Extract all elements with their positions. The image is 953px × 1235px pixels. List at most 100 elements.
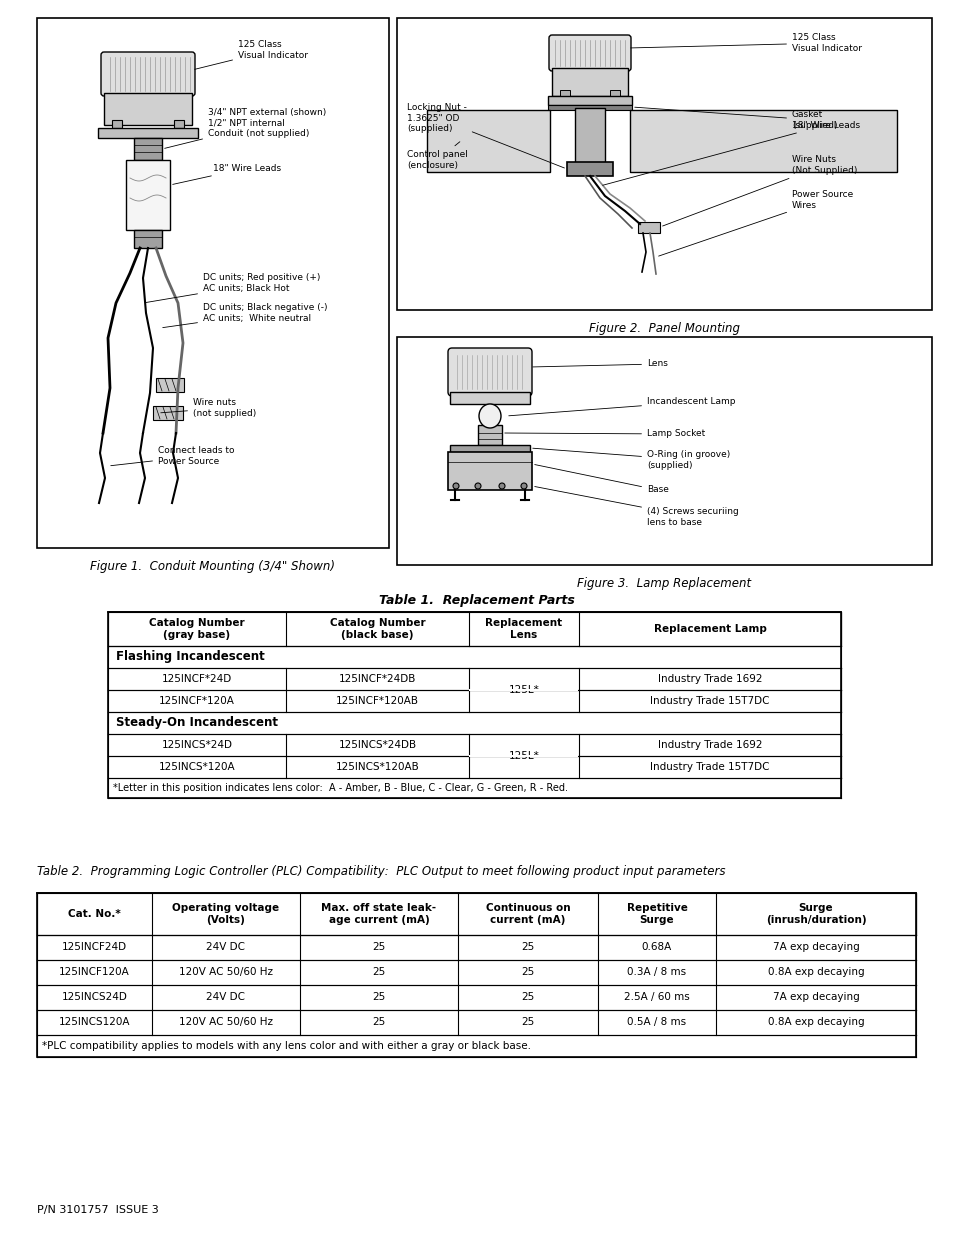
Bar bbox=[396, 19, 931, 310]
Ellipse shape bbox=[478, 404, 500, 429]
Bar bbox=[108, 613, 841, 798]
Bar bbox=[98, 128, 198, 138]
Bar bbox=[37, 893, 915, 935]
Ellipse shape bbox=[520, 483, 526, 489]
Bar bbox=[448, 452, 532, 490]
Text: 24V DC: 24V DC bbox=[206, 993, 245, 1003]
Bar bbox=[547, 105, 631, 110]
Text: 120V AC 50/60 Hz: 120V AC 50/60 Hz bbox=[179, 1018, 273, 1028]
Text: 7A exp decaying: 7A exp decaying bbox=[772, 942, 859, 952]
Bar bbox=[559, 90, 569, 98]
Bar bbox=[552, 68, 627, 96]
Text: Max. off state leak-
age current (mA): Max. off state leak- age current (mA) bbox=[321, 903, 436, 925]
FancyBboxPatch shape bbox=[448, 348, 532, 396]
Text: 125 Class
Visual Indicator: 125 Class Visual Indicator bbox=[194, 41, 308, 69]
Text: Surge
(inrush/duration): Surge (inrush/duration) bbox=[765, 903, 865, 925]
Text: Cat. No.*: Cat. No.* bbox=[68, 909, 121, 919]
Text: 25: 25 bbox=[372, 942, 385, 952]
Bar bbox=[575, 107, 604, 174]
Text: 125L*: 125L* bbox=[508, 685, 538, 695]
Text: Figure 2.  Panel Mounting: Figure 2. Panel Mounting bbox=[588, 322, 740, 335]
Text: 125INCF*24D: 125INCF*24D bbox=[162, 674, 232, 684]
Text: Lamp Socket: Lamp Socket bbox=[504, 430, 704, 438]
Text: Industry Trade 1692: Industry Trade 1692 bbox=[657, 740, 761, 750]
Text: 25: 25 bbox=[372, 1018, 385, 1028]
Text: 18" Wire Leads: 18" Wire Leads bbox=[602, 121, 860, 185]
Text: Flashing Incandescent: Flashing Incandescent bbox=[116, 651, 265, 663]
FancyBboxPatch shape bbox=[101, 52, 194, 96]
Text: Wire nuts
(not supplied): Wire nuts (not supplied) bbox=[161, 399, 256, 417]
Text: Industry Trade 1692: Industry Trade 1692 bbox=[657, 674, 761, 684]
Text: Base: Base bbox=[535, 464, 668, 494]
Text: 125INCS120A: 125INCS120A bbox=[59, 1018, 131, 1028]
Text: 18" Wire Leads: 18" Wire Leads bbox=[172, 163, 281, 184]
Text: Lens: Lens bbox=[532, 359, 667, 368]
Text: (4) Screws securiing
lens to base: (4) Screws securiing lens to base bbox=[535, 487, 738, 526]
FancyBboxPatch shape bbox=[548, 35, 630, 70]
Text: Incandescent Lamp: Incandescent Lamp bbox=[508, 398, 735, 416]
Text: 24V DC: 24V DC bbox=[206, 942, 245, 952]
Bar bbox=[396, 337, 931, 564]
Bar bbox=[450, 445, 530, 452]
Text: 0.3A / 8 ms: 0.3A / 8 ms bbox=[627, 967, 686, 977]
Bar bbox=[108, 613, 841, 646]
Bar bbox=[469, 689, 578, 692]
Text: Catalog Number
(black base): Catalog Number (black base) bbox=[330, 619, 425, 640]
Text: 0.68A: 0.68A bbox=[641, 942, 672, 952]
Text: Connect leads to
Power Source: Connect leads to Power Source bbox=[111, 446, 234, 466]
Bar bbox=[126, 161, 170, 230]
Bar bbox=[173, 120, 184, 128]
Bar bbox=[547, 96, 631, 105]
Text: Table 2.  Programming Logic Controller (PLC) Compatibility:  PLC Output to meet : Table 2. Programming Logic Controller (P… bbox=[37, 864, 724, 878]
Text: 125INCS*120A: 125INCS*120A bbox=[158, 762, 235, 772]
Text: Continuous on
current (mA): Continuous on current (mA) bbox=[485, 903, 570, 925]
Ellipse shape bbox=[475, 483, 480, 489]
Text: Steady-On Incandescent: Steady-On Incandescent bbox=[116, 716, 277, 730]
Text: 125INCF120A: 125INCF120A bbox=[59, 967, 130, 977]
Ellipse shape bbox=[498, 483, 504, 489]
Text: Gasket
(supplied): Gasket (supplied) bbox=[634, 107, 837, 130]
Text: 125INCF*120A: 125INCF*120A bbox=[159, 697, 234, 706]
Bar bbox=[112, 120, 122, 128]
Text: Catalog Number
(gray base): Catalog Number (gray base) bbox=[149, 619, 245, 640]
Text: 120V AC 50/60 Hz: 120V AC 50/60 Hz bbox=[179, 967, 273, 977]
Text: 25: 25 bbox=[521, 993, 534, 1003]
Text: Power Source
Wires: Power Source Wires bbox=[658, 190, 852, 256]
Text: 125L*: 125L* bbox=[508, 751, 538, 761]
Bar bbox=[37, 19, 389, 548]
Ellipse shape bbox=[453, 483, 458, 489]
Bar bbox=[133, 230, 162, 248]
Text: 25: 25 bbox=[521, 942, 534, 952]
Text: *PLC compatibility applies to models with any lens color and with either a gray : *PLC compatibility applies to models wit… bbox=[42, 1041, 531, 1051]
Text: Repetitive
Surge: Repetitive Surge bbox=[626, 903, 687, 925]
Bar bbox=[427, 110, 550, 172]
Text: 25: 25 bbox=[521, 967, 534, 977]
Text: O-Ring (in groove)
(supplied): O-Ring (in groove) (supplied) bbox=[532, 448, 729, 469]
Text: P/N 3101757  ISSUE 3: P/N 3101757 ISSUE 3 bbox=[37, 1205, 158, 1215]
Text: 125INCF*120AB: 125INCF*120AB bbox=[335, 697, 418, 706]
Text: 0.8A exp decaying: 0.8A exp decaying bbox=[767, 967, 863, 977]
Bar bbox=[156, 378, 184, 391]
Bar bbox=[638, 222, 659, 233]
Text: Figure 3.  Lamp Replacement: Figure 3. Lamp Replacement bbox=[577, 577, 751, 590]
Bar bbox=[469, 755, 578, 757]
Text: 125INCF24D: 125INCF24D bbox=[62, 942, 127, 952]
Text: Table 1.  Replacement Parts: Table 1. Replacement Parts bbox=[378, 594, 575, 606]
Bar bbox=[450, 391, 530, 404]
Text: Operating voltage
(Volts): Operating voltage (Volts) bbox=[172, 903, 279, 925]
Bar bbox=[104, 93, 192, 125]
Bar bbox=[133, 138, 162, 161]
Text: DC units; Black negative (-)
AC units;  White neutral: DC units; Black negative (-) AC units; W… bbox=[163, 304, 327, 327]
Bar bbox=[566, 162, 613, 177]
Text: 125INCS*120AB: 125INCS*120AB bbox=[335, 762, 419, 772]
Text: 125INCF*24DB: 125INCF*24DB bbox=[338, 674, 416, 684]
Text: 125INCS24D: 125INCS24D bbox=[62, 993, 128, 1003]
Bar bbox=[609, 90, 619, 98]
Bar bbox=[152, 406, 183, 420]
Text: 25: 25 bbox=[372, 967, 385, 977]
Text: 0.5A / 8 ms: 0.5A / 8 ms bbox=[627, 1018, 686, 1028]
Text: Replacement Lamp: Replacement Lamp bbox=[653, 624, 765, 634]
Text: Industry Trade 15T7DC: Industry Trade 15T7DC bbox=[650, 697, 769, 706]
Text: Industry Trade 15T7DC: Industry Trade 15T7DC bbox=[650, 762, 769, 772]
Text: *Letter in this position indicates lens color:  A - Amber, B - Blue, C - Clear, : *Letter in this position indicates lens … bbox=[112, 783, 567, 793]
